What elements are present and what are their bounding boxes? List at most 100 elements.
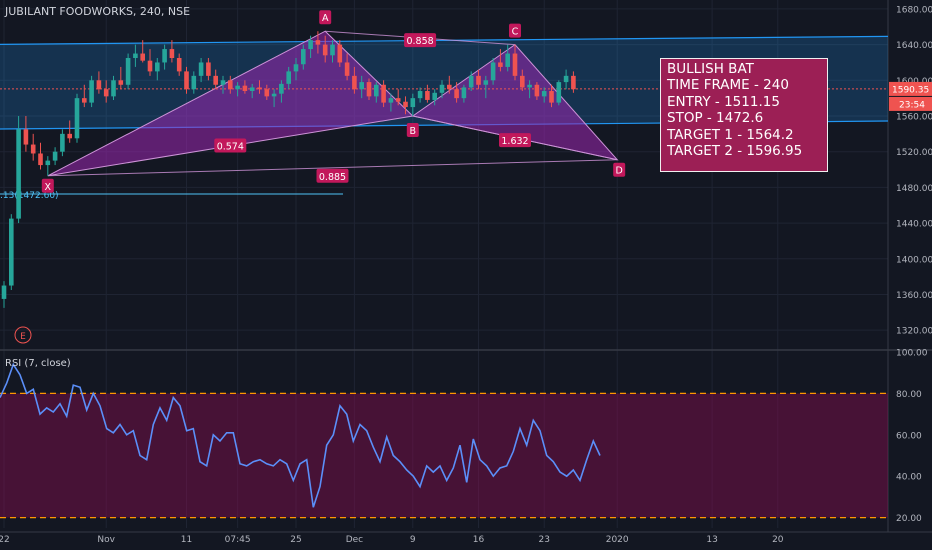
symbol-title: JUBILANT FOODWORKS, 240, NSE	[5, 5, 191, 18]
candle-body	[103, 89, 109, 97]
time-tick-label: 2020	[606, 535, 629, 545]
rsi-tick-label: 100.00	[896, 349, 928, 359]
candle-body	[184, 71, 189, 90]
candle-body	[118, 80, 124, 85]
candle-body	[213, 75, 218, 85]
candle-body	[403, 101, 408, 108]
candle-body	[133, 53, 138, 58]
point-label-x-bg	[41, 178, 54, 193]
candle-body	[366, 82, 372, 97]
candle-body	[111, 80, 116, 97]
candle-body	[220, 80, 226, 85]
price-tick-label: 1360.00	[896, 291, 932, 301]
rsi-tick-label: 60.00	[896, 431, 922, 441]
candle-body	[337, 44, 343, 63]
candle-body	[206, 62, 211, 76]
candle-body	[322, 44, 328, 56]
time-tick-label: 23	[538, 535, 549, 545]
candle-body	[395, 98, 401, 102]
countdown-tag	[889, 96, 932, 111]
candle-body	[147, 60, 153, 72]
candle-body	[563, 75, 569, 83]
candle-body	[432, 92, 437, 100]
candle-body	[155, 62, 160, 72]
candle-body	[490, 62, 496, 81]
point-label-b-bg	[406, 123, 419, 137]
point-label-c-bg	[509, 23, 521, 38]
candle-body	[483, 80, 489, 85]
price-tick-label: 1440.00	[896, 220, 932, 230]
time-tick-label: 07:45	[225, 535, 251, 545]
candle-body	[169, 49, 175, 58]
candle-body	[359, 82, 364, 90]
candle-body	[417, 91, 423, 99]
candle-body	[541, 91, 547, 97]
point-label-x: X	[45, 182, 52, 193]
point-label-a-bg	[319, 10, 332, 25]
candle-body	[74, 98, 80, 139]
last-price-tag	[889, 81, 932, 96]
price-tick-label: 1600.00	[896, 77, 932, 87]
candle-body	[556, 82, 562, 103]
rsi-tick-label: 20.00	[896, 514, 922, 524]
candle-body	[191, 75, 197, 90]
earnings-marker-label: E	[20, 332, 26, 342]
info-line: BULLISH BAT	[667, 61, 754, 77]
candle-body	[38, 153, 43, 166]
candle-body	[1, 285, 7, 299]
candle-body	[468, 75, 474, 88]
time-tick-label: 13	[706, 535, 717, 545]
channel-top-line	[0, 35, 889, 45]
last-price-value: 1590.35	[892, 85, 929, 95]
candle-body	[67, 133, 72, 139]
candle-body	[23, 129, 29, 145]
candle-body	[308, 40, 313, 50]
candle-body	[410, 98, 416, 108]
time-tick-label: 25	[290, 535, 301, 545]
time-tick-label: 22	[0, 535, 10, 545]
candle-body	[45, 160, 51, 166]
candle-body	[279, 83, 284, 94]
time-tick-label: 20	[772, 535, 784, 545]
candle-body	[30, 144, 36, 154]
earnings-marker	[14, 326, 32, 344]
candle-body	[52, 151, 58, 161]
price-tick-label: 1480.00	[896, 184, 932, 194]
candle-body	[125, 58, 131, 85]
candle-body	[454, 89, 459, 99]
candle-body	[352, 75, 357, 90]
candle-body	[140, 53, 145, 61]
candle-body	[271, 93, 277, 97]
rsi-band	[0, 393, 888, 518]
ratio-label: 1.632	[501, 136, 528, 147]
candle-body	[388, 98, 394, 103]
ratio-label: 0.858	[406, 36, 433, 47]
candle-body	[476, 75, 481, 85]
time-tick-label: 11	[181, 535, 192, 545]
time-tick-label: 16	[473, 535, 485, 545]
pattern-xd-line	[47, 159, 618, 177]
price-tick-label: 1400.00	[896, 255, 932, 265]
candle-body	[315, 40, 321, 45]
candle-body	[527, 84, 532, 88]
candle-body	[447, 84, 452, 90]
price-tick-label: 1640.00	[896, 41, 932, 51]
candle-body	[82, 98, 87, 103]
candle-body	[381, 84, 386, 103]
ratio-label: 0.574	[217, 141, 244, 152]
point-label-d-bg	[613, 162, 626, 177]
candle-body	[330, 44, 335, 56]
candle-body	[301, 49, 306, 65]
price-tick-label: 1680.00	[896, 5, 932, 15]
rsi-tick-label: 40.00	[896, 473, 922, 483]
candle-body	[257, 87, 262, 90]
info-line: ENTRY - 1511.15	[667, 93, 780, 110]
candle-body	[9, 218, 14, 286]
candle-body	[249, 87, 255, 92]
countdown-value: 23:54	[899, 100, 925, 110]
candle-body	[425, 91, 430, 100]
candle-body	[549, 91, 554, 103]
price-tick-label: 1520.00	[896, 148, 932, 158]
time-tick-label: Nov	[97, 535, 115, 545]
ratio-label: 0.885	[319, 172, 346, 183]
